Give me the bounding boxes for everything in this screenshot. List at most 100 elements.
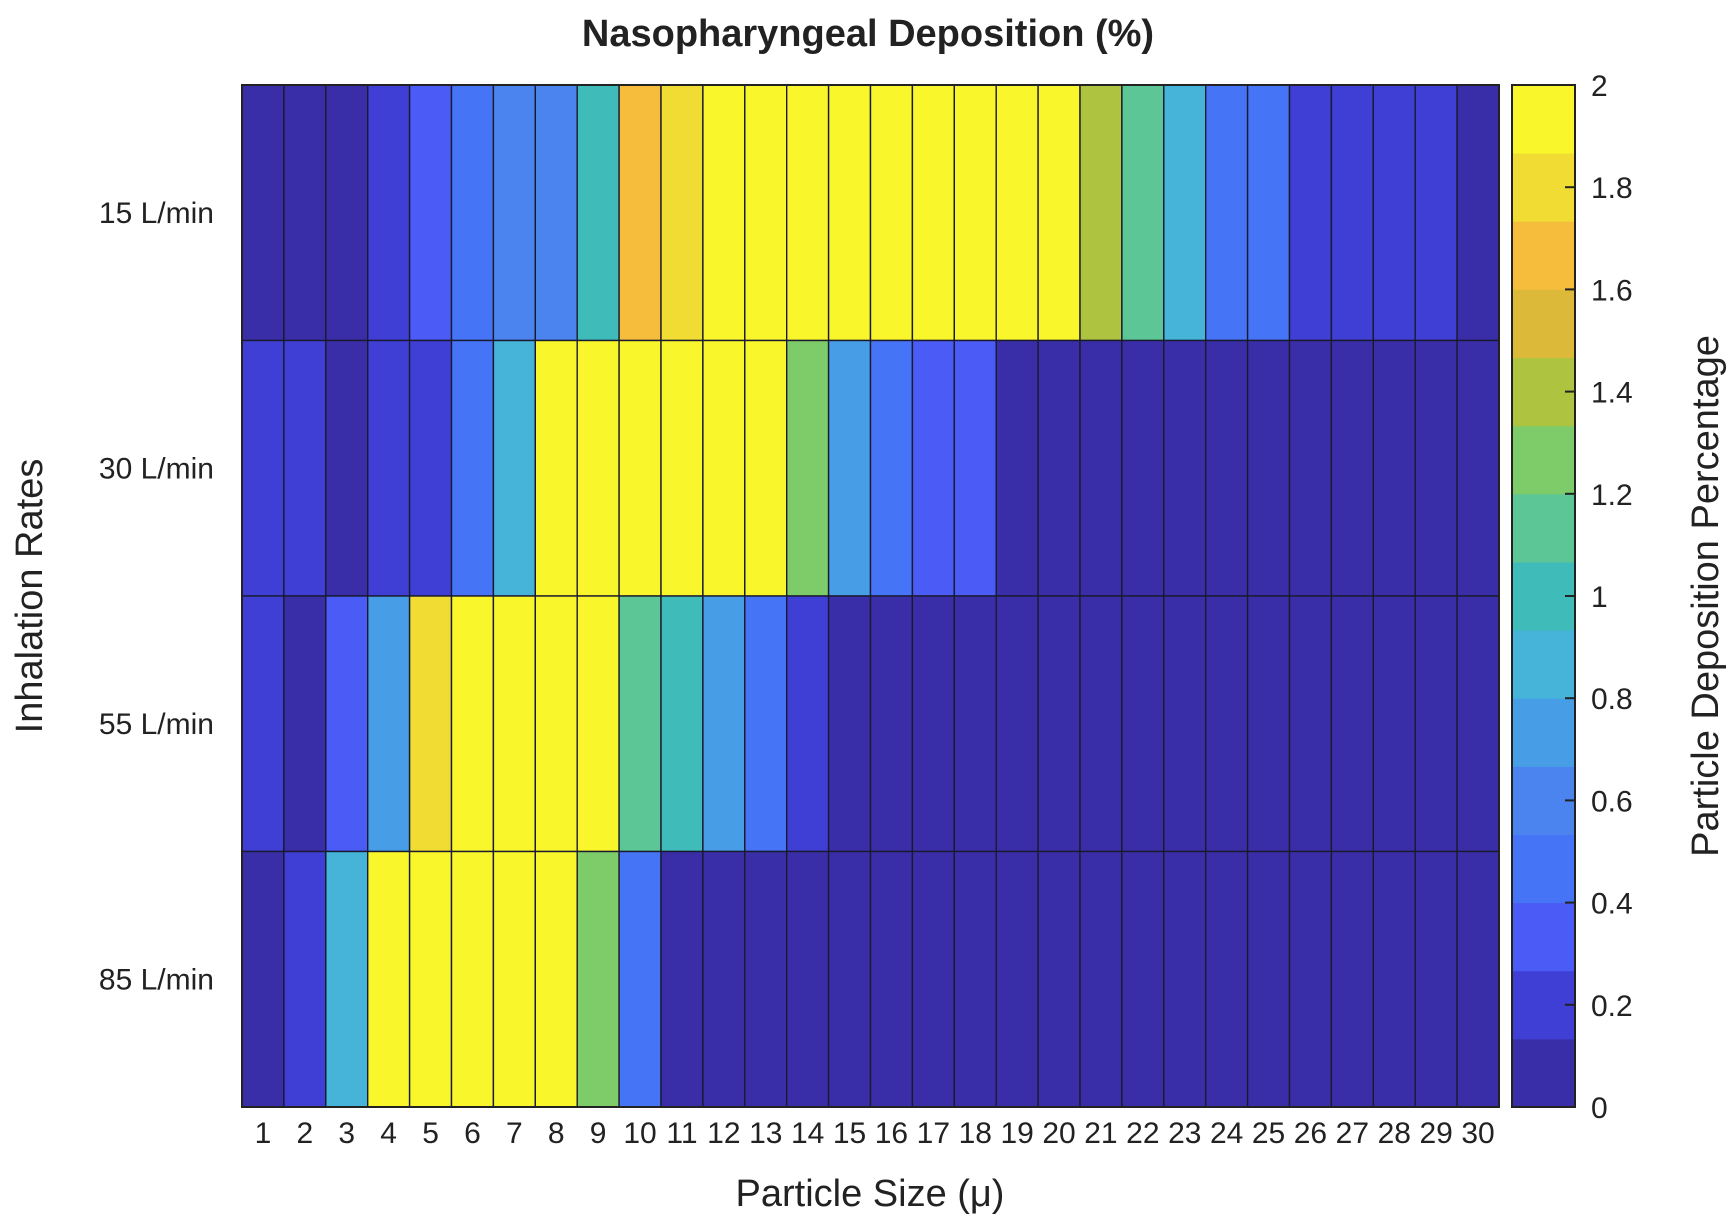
colorbar-segment	[1512, 970, 1575, 1040]
colorbar-tick-label: 1	[1591, 581, 1608, 614]
x-tick-label: 1	[255, 1117, 272, 1150]
heatmap-cell	[618, 84, 662, 342]
heatmap-cell	[1037, 850, 1081, 1108]
heatmap-cell	[1414, 595, 1458, 853]
y-tick-label: 85 L/min	[99, 963, 214, 996]
heatmap-cell	[1414, 850, 1458, 1108]
heatmap-cell	[1121, 84, 1165, 342]
heatmap-cell	[1456, 84, 1500, 342]
heatmap-cell	[1037, 84, 1081, 342]
heatmap-cell	[1456, 850, 1500, 1108]
heatmap-cell	[995, 339, 1039, 597]
heatmap-cell	[660, 339, 704, 597]
heatmap-cell	[1456, 339, 1500, 597]
heatmap-cell	[408, 850, 453, 1108]
heatmap-cell	[744, 84, 788, 342]
x-axis-label: Particle Size (μ)	[736, 1173, 1005, 1215]
heatmap-cell	[492, 339, 536, 597]
colorbar-segment	[1512, 1038, 1575, 1108]
heatmap-cell	[367, 339, 411, 597]
heatmap-cell	[1079, 84, 1123, 342]
x-tick-label: 7	[506, 1117, 523, 1150]
heatmap-cell	[576, 339, 620, 597]
heatmap-cell	[408, 339, 453, 597]
heatmap-cell	[367, 84, 411, 342]
x-tick-label: 23	[1168, 1117, 1201, 1150]
colorbar-segment	[1512, 766, 1575, 835]
heatmap-cell	[953, 339, 997, 597]
colorbar-tick-label: 0.8	[1591, 683, 1633, 716]
colorbar-segment	[1512, 289, 1575, 359]
heatmap-cell	[869, 339, 914, 597]
y-axis-label: Inhalation Rates	[9, 459, 51, 734]
heatmap-cell	[241, 850, 285, 1108]
heatmap-cell	[1204, 84, 1249, 342]
colorbar-segment	[1512, 834, 1575, 904]
colorbar-tick-label: 1.8	[1591, 172, 1633, 205]
x-tick-label: 6	[464, 1117, 481, 1150]
heatmap-cell	[1330, 595, 1375, 853]
x-tick-label: 24	[1210, 1117, 1243, 1150]
x-tick-label: 29	[1419, 1117, 1452, 1150]
x-tick-labels: 1 2 3 4 5 6 7 8 9 10 11 12 13 14 15 16 17 18 19 20 21 22 23 24 2…	[255, 1117, 1495, 1150]
x-tick-label: 27	[1336, 1117, 1369, 1150]
heatmap-cell	[1288, 339, 1333, 597]
heatmap-cell	[953, 84, 997, 342]
x-tick-label: 3	[338, 1117, 355, 1150]
heatmap-cell	[786, 339, 830, 597]
heatmap-cell	[1246, 339, 1291, 597]
colorbar-segment	[1512, 153, 1575, 222]
colorbar-segment	[1512, 221, 1575, 290]
y-tick-label: 15 L/min	[99, 197, 214, 230]
colorbar-tick-label: 2	[1591, 70, 1608, 103]
heatmap-cell	[995, 84, 1039, 342]
heatmap-cell	[408, 595, 453, 853]
heatmap-cell	[786, 850, 830, 1108]
colorbar-segment	[1512, 85, 1575, 154]
x-tick-label: 12	[707, 1117, 740, 1150]
colorbar-segment	[1512, 698, 1575, 767]
heatmap-cell	[534, 339, 578, 597]
y-tick-label: 30 L/min	[99, 452, 214, 485]
colorbar-segment	[1512, 425, 1575, 495]
heatmap-cell	[1163, 850, 1207, 1108]
heatmap-cell	[1372, 339, 1416, 597]
heatmap-cell	[283, 595, 327, 853]
colorbar-segment	[1512, 493, 1575, 563]
heatmap-cell	[869, 850, 914, 1108]
colorbar-tick-label: 0.2	[1591, 990, 1633, 1023]
heatmap-cell	[786, 595, 830, 853]
heatmap-cell	[534, 850, 578, 1108]
heatmap-cell	[492, 850, 536, 1108]
heatmap-cell	[660, 595, 704, 853]
x-tick-label: 2	[297, 1117, 314, 1150]
heatmap-cell	[283, 84, 327, 342]
heatmap-cell	[953, 850, 997, 1108]
heatmap-cell	[1079, 850, 1123, 1108]
colorbar	[1512, 85, 1575, 1108]
heatmap-cell	[744, 595, 788, 853]
x-tick-label: 14	[791, 1117, 824, 1150]
heatmap-cell	[408, 84, 453, 342]
heatmap-cell	[492, 84, 536, 342]
heatmap-cell	[1204, 339, 1249, 597]
heatmap-cell	[1163, 84, 1207, 342]
x-tick-label: 21	[1084, 1117, 1117, 1150]
x-tick-label: 30	[1461, 1117, 1494, 1150]
colorbar-ticks: 0 0.2 0.4 0.6 0.8 1 1.2 1.4 1.6 1.8 2	[1565, 70, 1633, 1125]
heatmap-cell	[1121, 595, 1165, 853]
heatmap-cell	[995, 595, 1039, 853]
plot-frame	[241, 84, 1500, 1108]
heatmap-cell	[1414, 84, 1458, 342]
x-tick-label: 17	[917, 1117, 950, 1150]
heatmap-cell	[450, 595, 495, 853]
heatmap-cell	[786, 84, 830, 342]
x-tick-label: 9	[590, 1117, 607, 1150]
colorbar-tick-label: 1.4	[1591, 377, 1633, 410]
heatmap-cell	[618, 339, 662, 597]
heatmap-cell	[283, 850, 327, 1108]
x-tick-label: 28	[1378, 1117, 1411, 1150]
heatmap-cell	[911, 595, 956, 853]
x-tick-label: 8	[548, 1117, 565, 1150]
